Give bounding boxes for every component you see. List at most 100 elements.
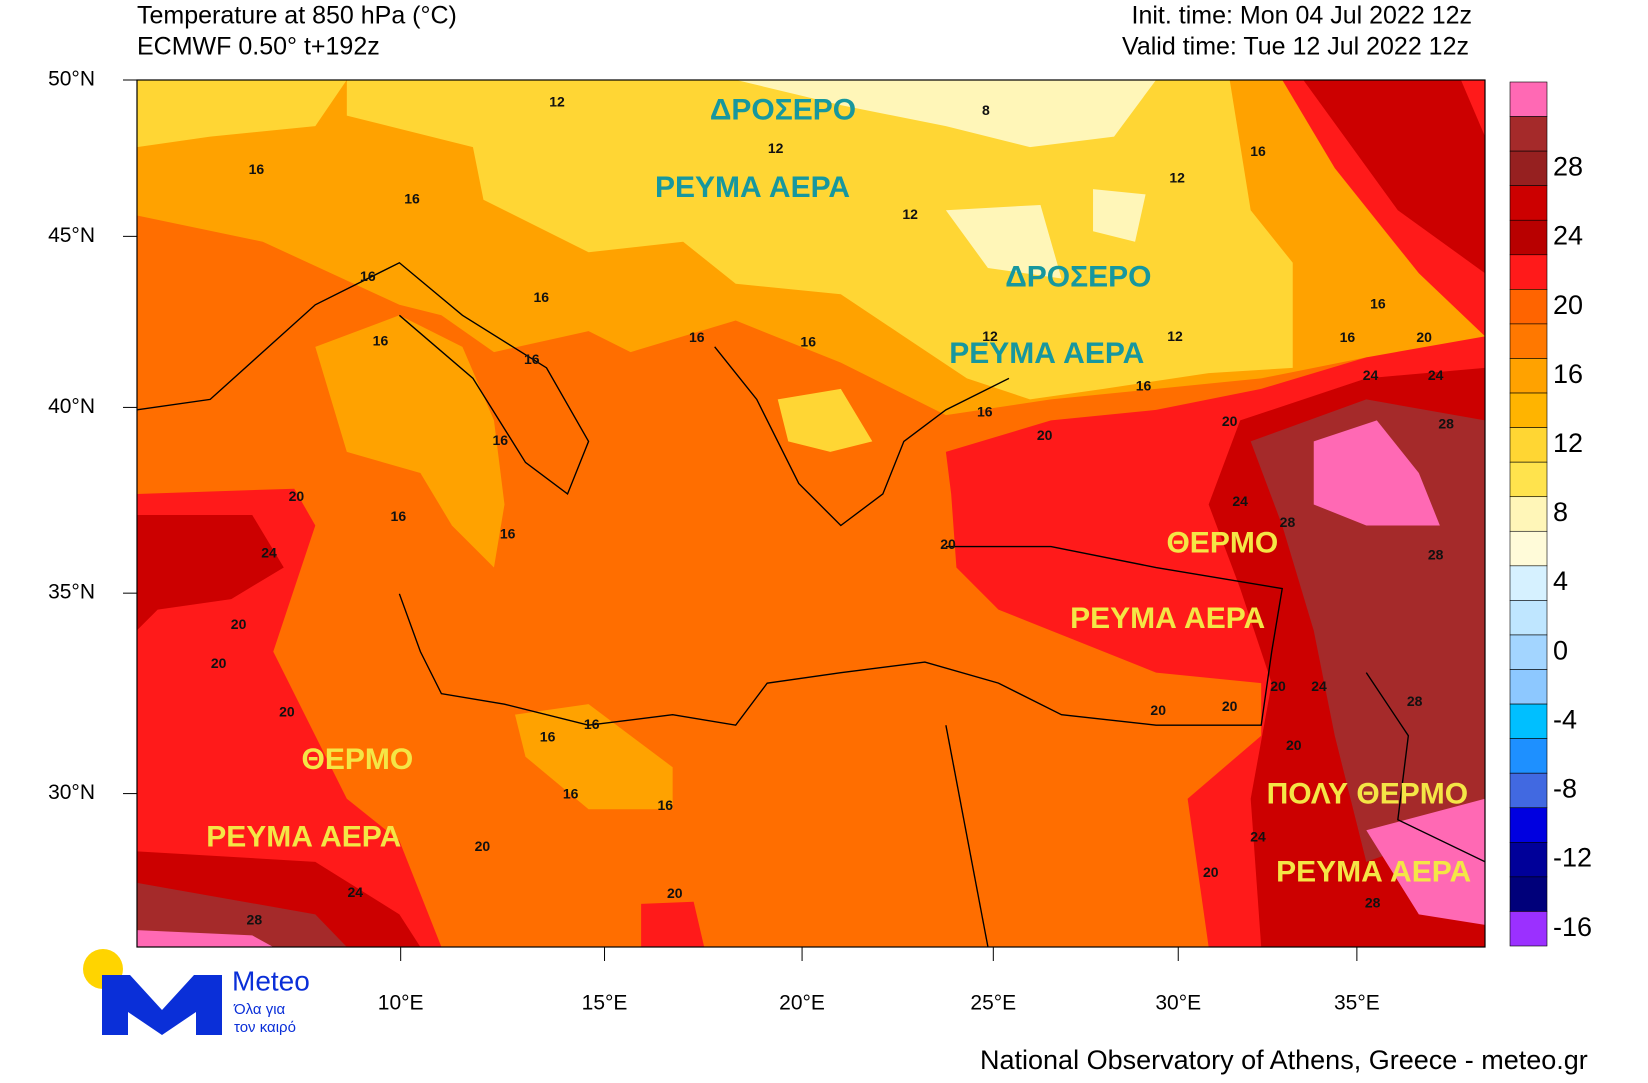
- contour-label: 12: [982, 328, 998, 344]
- colorbar-box: [1509, 427, 1548, 463]
- colorbar-box: [1509, 392, 1548, 428]
- contour-label: 16: [533, 289, 549, 305]
- y-tick-label: 35°N: [48, 581, 95, 604]
- contour-label: 12: [768, 140, 784, 156]
- colorbar-label: 20: [1553, 290, 1583, 320]
- annotation: ΘΕΡΜΟ: [1166, 526, 1278, 559]
- contour-label: 20: [1222, 698, 1238, 714]
- annotation: ΡΕΥΜΑ ΑΕΡΑ: [1276, 855, 1471, 888]
- colorbar-box: [1509, 219, 1548, 256]
- colorbar-box: [1509, 461, 1548, 498]
- y-tick-label: 30°N: [48, 781, 95, 804]
- colorbar-box: [1509, 150, 1548, 186]
- contour-label: 16: [800, 333, 816, 349]
- contour-label: 20: [231, 616, 247, 632]
- contour-label: 20: [667, 885, 683, 901]
- contour-label: 28: [1438, 415, 1454, 431]
- contour-label: 16: [977, 404, 993, 420]
- contour-label: 16: [492, 432, 508, 448]
- colorbar-label: 8: [1553, 497, 1568, 527]
- colorbar-box: [1509, 358, 1548, 394]
- contour-label: 16: [360, 268, 376, 284]
- contour-label: 28: [1407, 693, 1423, 709]
- contour-label: 16: [404, 190, 420, 206]
- contour-label: 24: [1311, 678, 1327, 694]
- colorbar-box: [1509, 703, 1548, 739]
- colorbar-box: [1509, 807, 1548, 843]
- colorbar-box: [1509, 496, 1548, 532]
- colorbar-label: -16: [1553, 912, 1592, 942]
- y-tick-label: 40°N: [48, 395, 95, 418]
- colorbar-box: [1509, 254, 1548, 290]
- annotation: ΡΕΥΜΑ ΑΕΡΑ: [206, 821, 401, 854]
- contour-label: 24: [261, 545, 277, 561]
- contour-label: 16: [373, 332, 389, 348]
- colorbar-box: [1509, 738, 1548, 774]
- colorbar-box: [1509, 772, 1548, 809]
- colorbar-label: 16: [1553, 359, 1583, 389]
- contour-label: 28: [1365, 895, 1381, 911]
- logo-tagline: τον καιρό: [234, 1019, 296, 1036]
- contour-label: 20: [1270, 678, 1286, 694]
- colorbar-box: [1509, 634, 1548, 670]
- contour-label: 20: [940, 536, 956, 552]
- annotation: ΡΕΥΜΑ ΑΕΡΑ: [949, 337, 1144, 370]
- contour-label: 20: [1203, 864, 1219, 880]
- contour-label: 24: [1232, 493, 1248, 509]
- contour-label: 20: [1037, 427, 1053, 443]
- annotation: ΔΡΟΣΕΡΟ: [1005, 260, 1151, 293]
- annotation: ΠΟΛΥ ΘΕΡΜΟ: [1267, 778, 1469, 811]
- contour-label: 16: [657, 797, 673, 813]
- contour-label: 16: [540, 729, 556, 745]
- contour-label: 12: [902, 206, 918, 222]
- colorbar-box: [1509, 289, 1548, 325]
- contour-label: 16: [391, 508, 407, 524]
- footer: National Observatory of Athens, Greece -…: [980, 1045, 1588, 1075]
- contour-label: 16: [500, 526, 516, 542]
- contour-label: 12: [549, 94, 565, 110]
- subtitle: ECMWF 0.50° t+192z: [137, 33, 380, 61]
- x-tick-label: 35°E: [1334, 992, 1380, 1015]
- x-tick-label: 10°E: [378, 992, 424, 1015]
- colorbar-label: 24: [1553, 221, 1583, 251]
- contour-label: 16: [524, 351, 540, 367]
- init-time: Init. time: Mon 04 Jul 2022 12z: [1132, 2, 1472, 30]
- colorbar-box: [1509, 911, 1548, 947]
- colorbar-box: [1509, 323, 1548, 359]
- colorbar-label: -4: [1553, 704, 1577, 734]
- annotation: ΔΡΟΣΕΡΟ: [710, 93, 856, 126]
- contour-label: 16: [249, 161, 265, 177]
- y-tick-label: 50°N: [48, 68, 95, 91]
- colorbar-label: 28: [1553, 152, 1583, 182]
- colorbar-box: [1509, 565, 1548, 601]
- contour-label: 24: [1250, 828, 1266, 844]
- contour-label: 28: [247, 911, 263, 927]
- colorbar-box: [1509, 530, 1548, 567]
- colorbar-label: -8: [1553, 774, 1577, 804]
- colorbar-box: [1509, 842, 1548, 878]
- contour-label: 16: [1250, 143, 1266, 159]
- contour-label: 28: [1280, 514, 1296, 530]
- contour-label: 20: [475, 838, 491, 854]
- colorbar-box: [1509, 81, 1548, 117]
- contour-label: 16: [584, 716, 600, 732]
- contour-label: 20: [1222, 413, 1238, 429]
- x-tick-label: 30°E: [1155, 992, 1201, 1015]
- colorbar-label: -12: [1553, 843, 1592, 873]
- colorbar-box: [1509, 116, 1548, 152]
- y-tick-label: 45°N: [48, 224, 95, 247]
- colorbar-label: 4: [1553, 566, 1568, 596]
- x-tick-label: 15°E: [582, 992, 628, 1015]
- contour-label: 24: [1428, 367, 1444, 383]
- contour-label: 16: [563, 785, 579, 801]
- x-tick-label: 20°E: [779, 992, 825, 1015]
- valid-time: Valid time: Tue 12 Jul 2022 12z: [1122, 33, 1469, 61]
- contour-label: 16: [1136, 377, 1152, 393]
- contour-label: 8: [982, 102, 990, 118]
- contour-label: 20: [1286, 737, 1302, 753]
- x-tick-label: 25°E: [970, 992, 1016, 1015]
- colorbar-box: [1509, 669, 1548, 705]
- annotation: ΘΕΡΜΟ: [301, 743, 413, 776]
- logo: Meteo Όλα για τον καιρό: [83, 949, 310, 1036]
